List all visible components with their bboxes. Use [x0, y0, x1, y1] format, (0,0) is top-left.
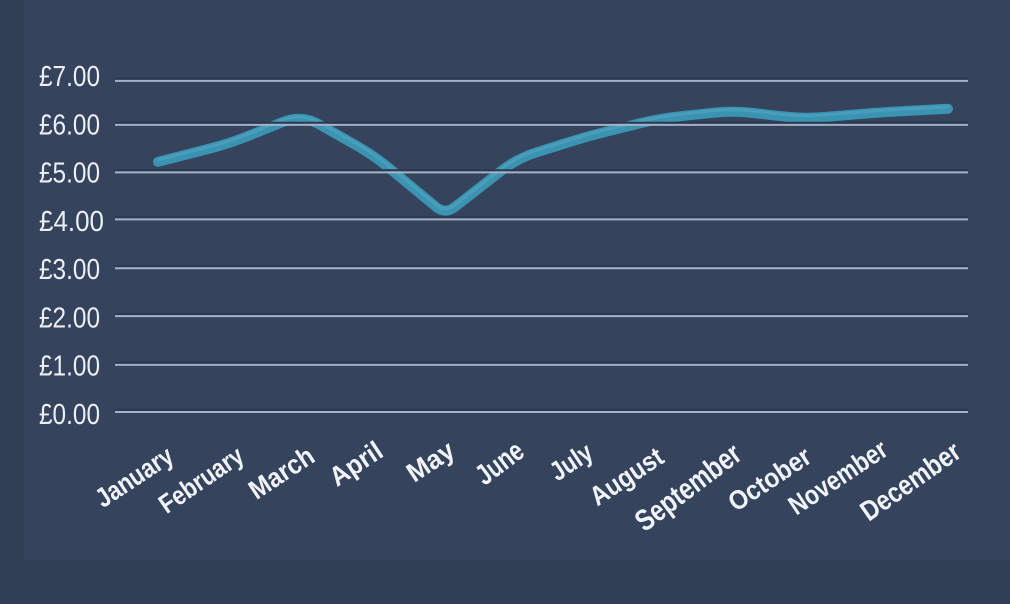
svg-text:£6.00: £6.00: [39, 109, 100, 141]
svg-text:£2.00: £2.00: [39, 302, 100, 334]
svg-text:£0.00: £0.00: [39, 399, 100, 431]
svg-text:£7.00: £7.00: [39, 61, 100, 93]
svg-text:£4.00: £4.00: [39, 206, 104, 238]
svg-text:£1.00: £1.00: [39, 351, 100, 383]
svg-text:£3.00: £3.00: [39, 254, 100, 286]
svg-text:£5.00: £5.00: [39, 158, 100, 190]
